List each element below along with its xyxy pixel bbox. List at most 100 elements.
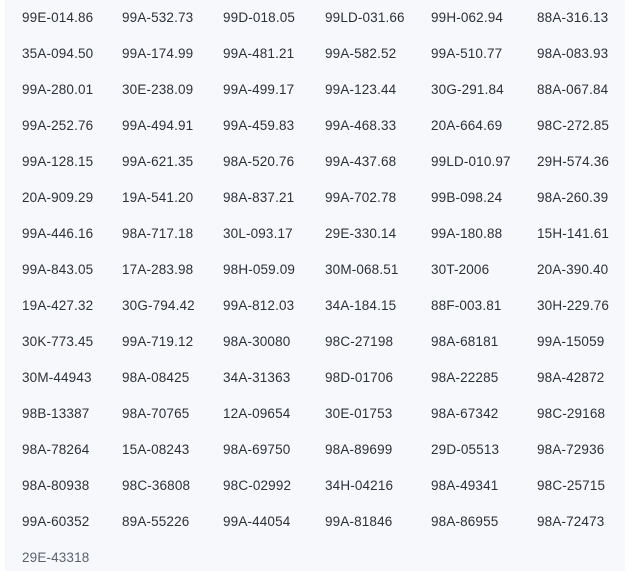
code-cell: 99A-446.16: [22, 226, 94, 241]
code-cell: 98A-69750: [223, 442, 291, 457]
code-cell: 30M-44943: [22, 370, 92, 385]
code-cell: 35A-094.50: [22, 46, 94, 61]
code-row: 20A-909.29 19A-541.20 98A-837.21 99A-702.78…: [5, 180, 625, 216]
code-cell: 99D-018.05: [223, 10, 296, 25]
code-cell: 99A-174.99: [122, 46, 194, 61]
code-cell: 34A-184.15: [325, 298, 397, 313]
code-cell: 99A-468.33: [325, 118, 397, 133]
code-row: 98B-13387 98A-70765 12A-09654 30E-01753 98A-…: [5, 396, 625, 432]
code-cell: 98C-272.85: [537, 118, 610, 133]
code-cell: 30H-229.76: [537, 298, 610, 313]
code-row: 98A-78264 15A-08243 98A-69750 98A-89699 29D-…: [5, 432, 625, 468]
code-cell: 98A-67342: [431, 406, 499, 421]
code-cell: 19A-427.32: [22, 298, 94, 313]
code-row: 99A-252.76 99A-494.91 99A-459.83 99A-468.33…: [5, 108, 625, 144]
code-cell: 99A-812.03: [223, 298, 295, 313]
code-row: 99A-128.15 99A-621.35 98A-520.76 99A-437.68…: [5, 144, 625, 180]
code-cell: 20A-909.29: [22, 190, 94, 205]
code-cell: 29H-574.36: [537, 154, 610, 169]
code-cell: 98C-27198: [325, 334, 394, 349]
code-cell: 99A-582.52: [325, 46, 397, 61]
code-row: 98A-80938 98C-36808 98C-02992 34H-04216 98A-…: [5, 468, 625, 504]
code-cell: 98A-717.18: [122, 226, 194, 241]
code-row: 99A-280.01 30E-238.09 99A-499.17 99A-123.44…: [5, 72, 625, 108]
code-cell: 98A-083.93: [537, 46, 609, 61]
code-cell: 98A-260.39: [537, 190, 609, 205]
code-cell: 99A-437.68: [325, 154, 397, 169]
code-cell: 30M-068.51: [325, 262, 399, 277]
code-row: 99E-014.86 99A-532.73 99D-018.05 99LD-031.6…: [5, 0, 625, 36]
code-cell: 99A-60352: [22, 514, 90, 529]
code-cell: 34A-31363: [223, 370, 291, 385]
code-cell: 30G-291.84: [431, 82, 504, 97]
code-cell: 99A-481.21: [223, 46, 295, 61]
code-cell: 30E-01753: [325, 406, 393, 421]
code-cell: 17A-283.98: [122, 262, 194, 277]
code-row: 19A-427.32 30G-794.42 99A-812.03 34A-184.15…: [5, 288, 625, 324]
code-cell: 98A-837.21: [223, 190, 295, 205]
code-cell: 29E-330.14: [325, 226, 397, 241]
code-cell: 99A-719.12: [122, 334, 194, 349]
code-cell: 98A-22285: [431, 370, 499, 385]
code-row: 35A-094.50 99A-174.99 99A-481.21 99A-582.52…: [5, 36, 625, 72]
code-cell: 99A-44054: [223, 514, 291, 529]
code-cell: 99E-014.86: [22, 10, 94, 25]
code-cell: 98H-059.09: [223, 262, 296, 277]
code-cell: 99LD-010.97: [431, 154, 511, 169]
code-cell: 20A-664.69: [431, 118, 503, 133]
code-cell: 88A-067.84: [537, 82, 609, 97]
code-cell: 99LD-031.66: [325, 10, 405, 25]
code-cell: 98B-13387: [22, 406, 90, 421]
code-cell: 99A-843.05: [22, 262, 94, 277]
code-cell: 99A-459.83: [223, 118, 295, 133]
code-cell: 98A-42872: [537, 370, 605, 385]
code-cell: 89A-55226: [122, 514, 190, 529]
code-cell: 99A-494.91: [122, 118, 194, 133]
code-cell: 98A-72473: [537, 514, 605, 529]
code-cell: 99A-81846: [325, 514, 393, 529]
code-cell: 88A-316.13: [537, 10, 609, 25]
code-row: 30M-44943 98A-08425 34A-31363 98D-01706 98A-…: [5, 360, 625, 396]
code-cell: 30G-794.42: [122, 298, 195, 313]
code-cell: 12A-09654: [223, 406, 291, 421]
code-cell: 98A-89699: [325, 442, 393, 457]
code-cell: 99A-510.77: [431, 46, 503, 61]
reference-code-grid: 99E-014.86 99A-532.73 99D-018.05 99LD-031.6…: [5, 0, 625, 576]
code-cell: 98C-29168: [537, 406, 606, 421]
code-row: 99A-843.05 17A-283.98 98H-059.09 30M-068.51…: [5, 252, 625, 288]
code-cell: 20A-390.40: [537, 262, 609, 277]
code-cell: 99A-15059: [537, 334, 605, 349]
code-cell: 99A-252.76: [22, 118, 94, 133]
code-cell: 34H-04216: [325, 478, 394, 493]
code-cell: 98A-72936: [537, 442, 605, 457]
code-cell: 98A-49341: [431, 478, 499, 493]
code-cell: 99A-499.17: [223, 82, 295, 97]
code-cell: 98D-01706: [325, 370, 394, 385]
code-cell: 98A-08425: [122, 370, 190, 385]
code-cell: 99A-280.01: [22, 82, 94, 97]
code-cell: 98A-80938: [22, 478, 90, 493]
code-cell: 88F-003.81: [431, 298, 502, 313]
code-cell: 99H-062.94: [431, 10, 504, 25]
code-cell: 99A-123.44: [325, 82, 397, 97]
code-cell: 99A-702.78: [325, 190, 397, 205]
code-cell: 98C-25715: [537, 478, 606, 493]
code-cell: 98A-68181: [431, 334, 499, 349]
code-row: 99A-60352 89A-55226 99A-44054 99A-81846 98A-…: [5, 504, 625, 540]
code-cell: 30T-2006: [431, 262, 490, 277]
code-cell: 30E-238.09: [122, 82, 194, 97]
code-cell: 29E-43318: [22, 550, 90, 565]
code-cell: 98C-36808: [122, 478, 191, 493]
code-cell: 98A-78264: [22, 442, 90, 457]
code-cell: 99A-621.35: [122, 154, 194, 169]
code-cell: 99B-098.24: [431, 190, 503, 205]
code-cell: 98A-520.76: [223, 154, 295, 169]
reference-code-panel: 99E-014.86 99A-532.73 99D-018.05 99LD-031.6…: [5, 0, 625, 571]
code-cell: 15A-08243: [122, 442, 190, 457]
code-row-trailing: 29E-43318: [5, 540, 625, 576]
code-cell: 98C-02992: [223, 478, 292, 493]
code-cell: 99A-180.88: [431, 226, 503, 241]
code-cell: 98A-86955: [431, 514, 499, 529]
code-cell: 99A-128.15: [22, 154, 94, 169]
code-cell: 19A-541.20: [122, 190, 194, 205]
